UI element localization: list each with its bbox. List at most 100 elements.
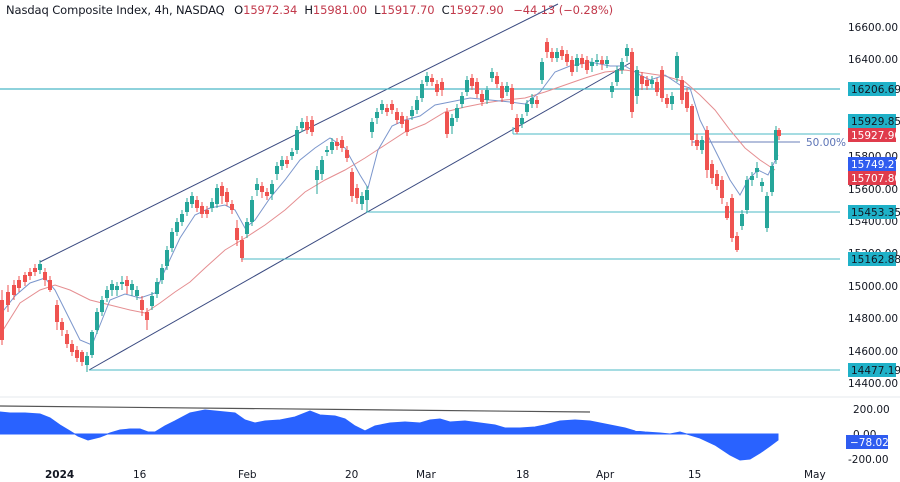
candle [685, 92, 689, 108]
oscillator-current-tag: −78.02 [850, 437, 889, 449]
candle [460, 96, 464, 104]
candle [400, 116, 404, 124]
candle [210, 202, 214, 208]
candle [390, 104, 394, 110]
candle [95, 312, 99, 330]
candle [670, 96, 674, 104]
candle [75, 350, 79, 358]
candle [465, 80, 469, 92]
price-tick: 14600.00 [848, 346, 898, 358]
oscillator-area [0, 409, 779, 461]
price-tick: 14800.00 [848, 313, 898, 325]
last-price-tag: 15927.90 [851, 130, 900, 142]
candle [240, 240, 244, 258]
candle [725, 206, 729, 218]
candle [565, 54, 569, 62]
candle [145, 312, 149, 320]
candle [715, 174, 719, 186]
candlestick-series[interactable] [0, 38, 781, 372]
candle [430, 78, 434, 82]
candle [260, 186, 264, 192]
candle [415, 100, 419, 110]
candle [510, 88, 514, 104]
candle [535, 100, 539, 104]
candle [195, 200, 199, 208]
candle [735, 236, 739, 250]
candle [185, 202, 189, 212]
candle [495, 76, 499, 84]
candle [28, 272, 32, 276]
candle [630, 52, 634, 112]
oscillator-axis[interactable]: 200.00 0.00 -200.00 −78.02 [846, 404, 890, 466]
candle [690, 106, 694, 140]
price-axis[interactable]: 16600.00 16400.00 15800.00 15600.00 1540… [848, 22, 898, 390]
candle [720, 180, 724, 198]
candle [655, 82, 659, 92]
candle [380, 104, 384, 110]
candle [325, 150, 329, 152]
candle [600, 60, 604, 64]
fib-50-label: 50.00% [806, 137, 846, 149]
candle [250, 200, 254, 222]
price-tick: 15600.00 [848, 184, 898, 196]
candle [120, 282, 124, 284]
candle [275, 166, 279, 174]
osc-tick: 200.00 [853, 404, 890, 416]
candle [280, 160, 284, 166]
candle [300, 122, 304, 128]
candle [205, 210, 209, 214]
candle [455, 108, 459, 118]
candle [130, 284, 134, 290]
price-tick: 16600.00 [848, 22, 898, 34]
candle [710, 164, 714, 178]
price-tick: 14400.00 [848, 378, 898, 390]
candle [765, 196, 769, 228]
candle [365, 190, 369, 200]
candle [245, 222, 249, 234]
candle [255, 184, 259, 190]
time-label: Feb [238, 469, 257, 481]
candle [750, 176, 754, 180]
candle [340, 140, 344, 148]
ohlc-values: O15972.34 H15981.00 L15917.70 C15927.90 [234, 3, 504, 17]
price-tags: 16206.69 15929.85 15927.90 15749.27 1570… [848, 82, 900, 377]
candle [470, 78, 474, 86]
candle [570, 60, 574, 72]
candle [515, 118, 519, 132]
candle [410, 110, 414, 116]
candle [23, 275, 27, 282]
candle [595, 60, 599, 62]
candle [755, 168, 759, 172]
candle [265, 192, 269, 196]
candle [440, 82, 444, 90]
candle [405, 120, 409, 132]
time-axis[interactable]: 2024 16 Feb 20 Mar 18 Apr 15 May [45, 469, 826, 481]
candle [175, 222, 179, 232]
horizontal-levels[interactable] [0, 88, 840, 371]
candle [675, 56, 679, 78]
oscillator-trendline[interactable] [0, 405, 591, 413]
candle [610, 86, 614, 92]
candle [590, 62, 594, 66]
candle [135, 290, 139, 296]
candle [385, 108, 389, 112]
candle [625, 48, 629, 56]
slow-ma-line [0, 69, 776, 336]
candle [150, 296, 154, 306]
candle [310, 120, 314, 132]
candle [235, 228, 239, 240]
candle [505, 86, 509, 92]
candle [180, 214, 184, 222]
candle [140, 300, 144, 310]
price-tick: 16400.00 [848, 54, 898, 66]
candle [12, 285, 16, 295]
candle [550, 52, 554, 58]
tag-16206: 16206.69 [851, 84, 900, 96]
candle [315, 170, 319, 180]
tag-15162: 15162.88 [851, 254, 900, 266]
candle [17, 280, 21, 288]
close-value: 15927.90 [449, 3, 504, 17]
candle [270, 184, 274, 194]
price-tick: 15000.00 [848, 281, 898, 293]
